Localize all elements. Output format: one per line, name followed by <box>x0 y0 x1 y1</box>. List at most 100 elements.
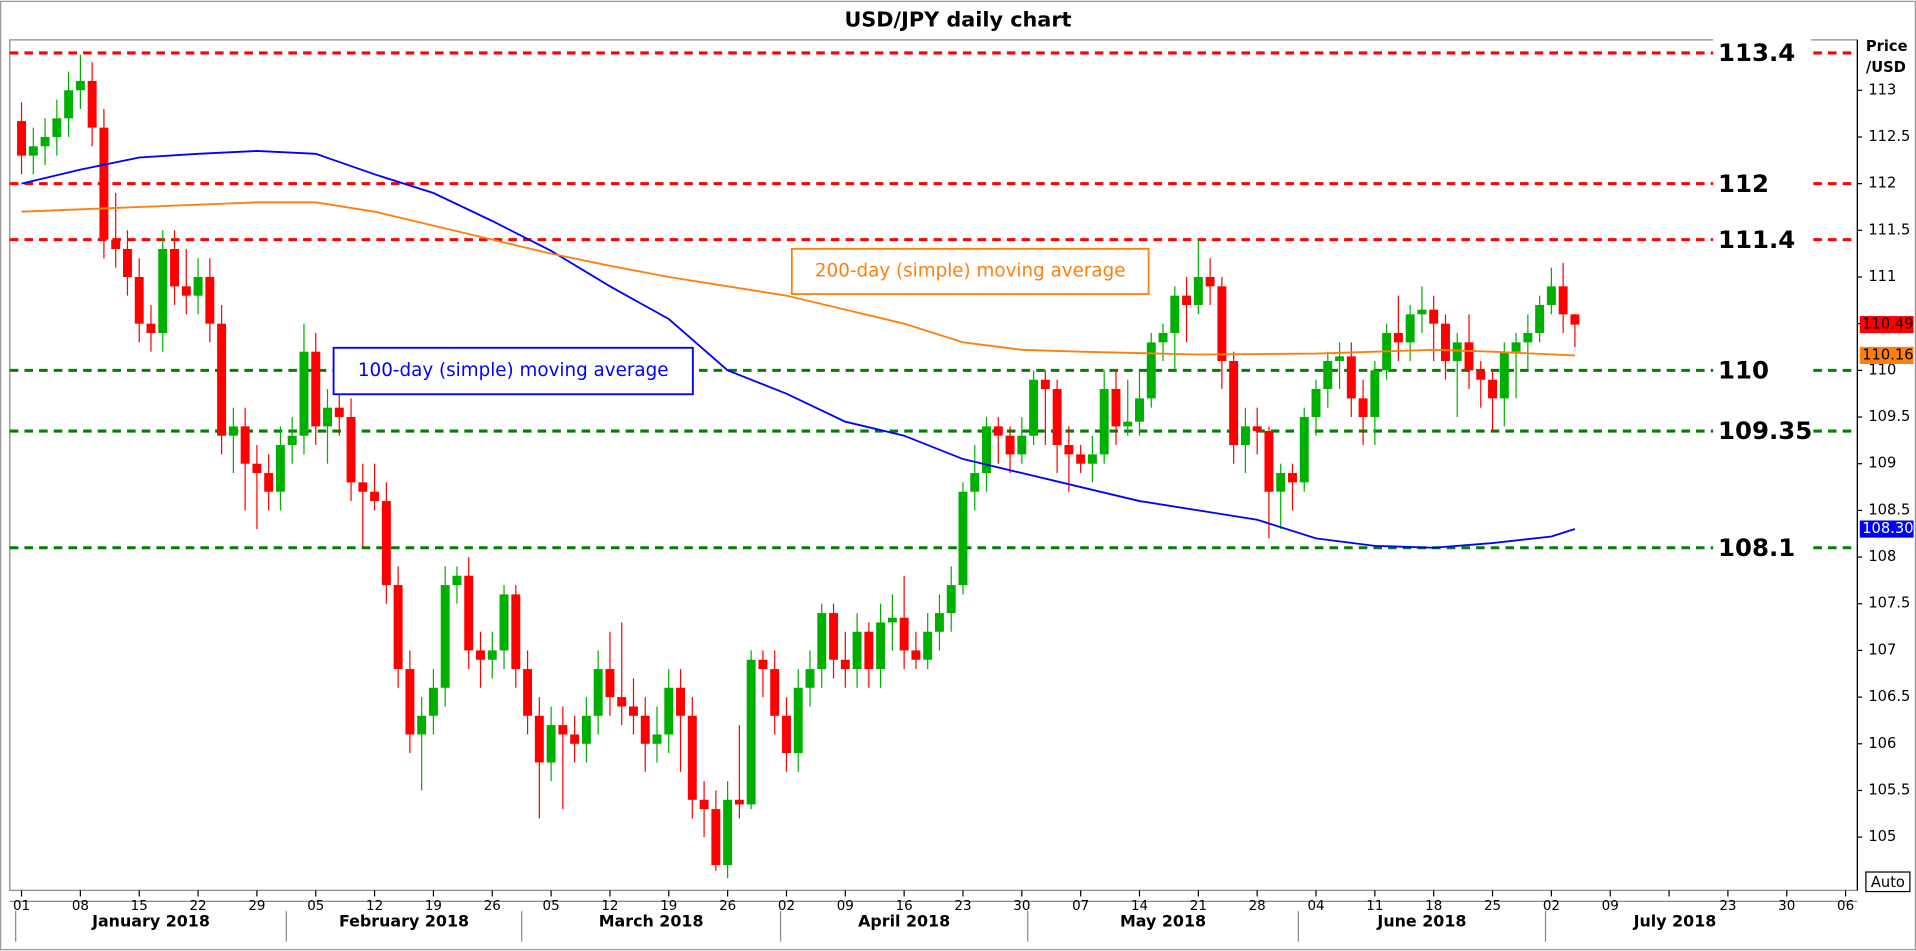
level-label-bg <box>1713 416 1811 446</box>
x-tick-label: 09 <box>1602 899 1619 914</box>
level-label: 110 <box>1718 356 1769 385</box>
candle-body <box>476 650 485 660</box>
candle-body <box>193 277 203 296</box>
candle-body <box>864 631 874 670</box>
candle-body <box>1264 431 1274 492</box>
x-tick-label: 07 <box>1072 899 1089 914</box>
x-tick-label: 08 <box>72 899 89 914</box>
moving-average-line <box>21 201 1575 357</box>
candle-body <box>1417 309 1427 315</box>
candle-body <box>64 90 74 119</box>
candle-body <box>299 351 309 436</box>
candle-body <box>217 323 227 436</box>
month-label: July 2018 <box>1633 912 1717 931</box>
candle-body <box>228 426 238 436</box>
candle-body <box>311 351 321 427</box>
level-label-bg <box>1713 533 1811 563</box>
y-tick-label: 111 <box>1868 268 1896 285</box>
candle-body <box>1170 295 1180 334</box>
y-tick-label: 110 <box>1868 361 1896 378</box>
candle-body <box>640 715 650 744</box>
y-tick-label: 105 <box>1868 828 1896 845</box>
candle-body <box>346 417 356 483</box>
auto-button[interactable] <box>1865 871 1911 893</box>
y-tick-label: 108.5 <box>1868 501 1910 518</box>
candle-body <box>405 669 415 735</box>
month-label: January 2018 <box>91 912 210 931</box>
candle-body <box>511 594 521 670</box>
candle-body <box>1123 421 1133 427</box>
candle-body <box>40 136 50 147</box>
candle-body <box>1229 361 1239 446</box>
candle-body <box>499 594 509 651</box>
candle-body <box>593 669 603 716</box>
candle-body <box>1064 445 1074 455</box>
month-label: March 2018 <box>599 912 704 931</box>
candle-body <box>1570 314 1580 325</box>
y-tick-label: 105.5 <box>1868 781 1910 798</box>
candle-body <box>605 669 615 698</box>
y-tick-label: 107 <box>1868 641 1896 658</box>
candle-body <box>1535 305 1545 334</box>
candle-body <box>393 585 403 670</box>
candle-body <box>687 715 697 800</box>
x-tick-label: 19 <box>425 899 442 914</box>
month-label: February 2018 <box>339 912 469 931</box>
candle-body <box>440 585 450 688</box>
y-tick-label: 109.5 <box>1868 408 1910 425</box>
x-tick-label: 26 <box>719 899 736 914</box>
x-tick-label: 16 <box>896 899 913 914</box>
y-tick-label: 112.5 <box>1868 128 1910 145</box>
candle-body <box>723 799 733 866</box>
candle-body <box>1488 379 1498 399</box>
candle-body <box>1429 309 1439 324</box>
auto-button-label[interactable]: Auto <box>1871 874 1905 891</box>
annotation: 100-day (simple) moving average <box>358 360 669 381</box>
x-tick-label: 05 <box>307 899 324 914</box>
y-axis-label: Price <box>1866 38 1908 55</box>
end-value-box <box>1859 346 1914 364</box>
candle-body <box>746 659 756 805</box>
candle-body <box>122 248 132 278</box>
x-tick-label: 14 <box>1131 899 1148 914</box>
candle-body <box>487 650 497 660</box>
candle-body <box>111 239 121 249</box>
candle-body <box>181 286 191 296</box>
candle-body <box>1135 398 1144 422</box>
last-close-box <box>1859 316 1914 334</box>
candle-body <box>1217 286 1227 362</box>
x-tick-label: 23 <box>1719 899 1736 914</box>
candle-body <box>134 277 144 324</box>
candle-body <box>1111 389 1121 427</box>
candle-body <box>1276 473 1286 492</box>
candle-body <box>946 585 956 614</box>
candle-body <box>887 617 897 623</box>
candle-body <box>982 426 991 474</box>
candle-body <box>1252 426 1262 432</box>
x-tick-label: 25 <box>1484 899 1501 914</box>
candle-body <box>805 669 815 688</box>
level-label-bg <box>1713 38 1811 68</box>
candle-body <box>934 613 944 632</box>
last-close-label: 110.49 <box>1862 316 1913 333</box>
candle-body <box>829 613 839 660</box>
candle-body <box>28 146 38 156</box>
x-tick-label: 21 <box>1190 899 1207 914</box>
candle-body <box>1311 389 1321 418</box>
candle-body <box>146 323 156 334</box>
candle-body <box>581 715 591 744</box>
x-tick-label: 09 <box>837 899 854 914</box>
candle-body <box>275 445 285 492</box>
candle-body <box>699 799 709 810</box>
candle-body <box>1370 370 1380 418</box>
x-tick-label: 01 <box>13 899 30 914</box>
candle-body <box>1358 398 1368 418</box>
candle-body <box>1523 333 1533 343</box>
candle-body <box>781 715 791 754</box>
candle-body <box>334 407 344 418</box>
y-tick-label: 111.5 <box>1868 221 1910 238</box>
x-tick-label: 30 <box>1778 899 1795 914</box>
candle-body <box>417 715 427 735</box>
